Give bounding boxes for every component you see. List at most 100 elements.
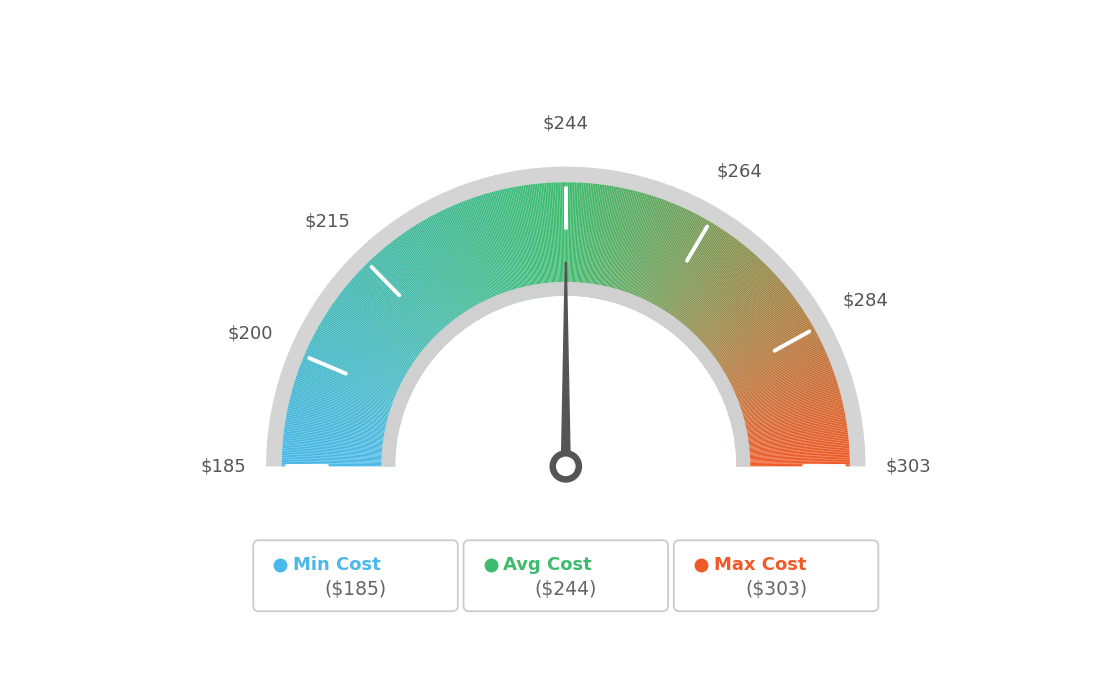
Wedge shape	[611, 192, 641, 302]
Wedge shape	[288, 403, 400, 429]
Wedge shape	[726, 372, 835, 411]
Wedge shape	[650, 219, 708, 319]
Wedge shape	[390, 242, 461, 333]
Text: Avg Cost: Avg Cost	[503, 556, 592, 574]
Wedge shape	[614, 193, 647, 303]
Wedge shape	[701, 294, 793, 364]
Wedge shape	[523, 185, 541, 298]
Wedge shape	[615, 195, 650, 304]
Wedge shape	[452, 206, 498, 310]
Text: $185: $185	[201, 457, 246, 475]
Wedge shape	[713, 325, 813, 382]
Wedge shape	[734, 418, 846, 439]
Wedge shape	[352, 277, 438, 353]
Wedge shape	[465, 200, 506, 307]
Wedge shape	[484, 194, 517, 304]
Wedge shape	[586, 184, 602, 297]
Wedge shape	[672, 244, 744, 334]
Wedge shape	[656, 226, 718, 322]
Wedge shape	[478, 195, 514, 304]
Wedge shape	[283, 446, 395, 455]
Wedge shape	[726, 370, 834, 410]
Wedge shape	[656, 224, 716, 322]
Wedge shape	[707, 305, 800, 371]
FancyBboxPatch shape	[253, 540, 458, 611]
Wedge shape	[371, 258, 450, 342]
Wedge shape	[654, 223, 713, 321]
Wedge shape	[680, 255, 757, 341]
Wedge shape	[294, 382, 403, 417]
Wedge shape	[605, 190, 633, 301]
Wedge shape	[445, 208, 495, 312]
Wedge shape	[309, 342, 413, 393]
Wedge shape	[603, 189, 629, 300]
Wedge shape	[671, 243, 743, 333]
Wedge shape	[518, 186, 538, 298]
Wedge shape	[710, 314, 807, 376]
Wedge shape	[650, 220, 709, 319]
Wedge shape	[546, 183, 555, 296]
Wedge shape	[318, 326, 417, 384]
Wedge shape	[736, 454, 850, 460]
Wedge shape	[582, 184, 594, 297]
Wedge shape	[644, 214, 698, 315]
Wedge shape	[473, 197, 511, 305]
Wedge shape	[736, 461, 850, 464]
Wedge shape	[307, 348, 411, 397]
Wedge shape	[725, 367, 832, 408]
Wedge shape	[471, 198, 510, 306]
Wedge shape	[598, 188, 623, 299]
Wedge shape	[705, 304, 799, 370]
Text: ($185): ($185)	[325, 580, 386, 599]
Wedge shape	[735, 438, 849, 451]
Wedge shape	[282, 457, 395, 462]
Wedge shape	[696, 281, 783, 356]
Wedge shape	[463, 201, 505, 308]
Wedge shape	[609, 192, 640, 302]
Wedge shape	[394, 239, 464, 331]
Wedge shape	[731, 395, 841, 425]
Wedge shape	[296, 375, 404, 413]
Wedge shape	[585, 184, 599, 297]
Wedge shape	[604, 190, 631, 300]
Wedge shape	[581, 184, 593, 297]
Wedge shape	[284, 434, 396, 448]
Wedge shape	[633, 205, 679, 310]
Wedge shape	[362, 267, 445, 347]
Wedge shape	[285, 424, 397, 442]
Wedge shape	[293, 386, 402, 419]
Wedge shape	[728, 379, 837, 415]
Wedge shape	[736, 455, 850, 461]
Wedge shape	[435, 213, 488, 315]
Wedge shape	[314, 334, 415, 388]
Wedge shape	[285, 420, 397, 440]
Wedge shape	[668, 239, 737, 331]
Wedge shape	[667, 237, 735, 330]
Wedge shape	[677, 251, 752, 338]
Wedge shape	[645, 215, 700, 316]
Wedge shape	[361, 268, 444, 348]
Wedge shape	[284, 429, 396, 445]
Wedge shape	[736, 452, 850, 459]
Wedge shape	[305, 353, 410, 400]
Wedge shape	[290, 395, 401, 425]
Wedge shape	[453, 205, 499, 310]
Wedge shape	[689, 269, 772, 349]
Wedge shape	[659, 228, 722, 324]
Wedge shape	[725, 368, 834, 408]
Wedge shape	[719, 341, 821, 392]
Wedge shape	[520, 186, 539, 298]
Wedge shape	[552, 183, 559, 296]
Wedge shape	[544, 183, 554, 297]
Wedge shape	[539, 184, 551, 297]
Wedge shape	[302, 357, 408, 402]
Wedge shape	[432, 215, 487, 316]
Wedge shape	[312, 336, 414, 389]
Wedge shape	[703, 299, 797, 367]
Wedge shape	[724, 364, 831, 406]
Wedge shape	[660, 230, 725, 326]
Wedge shape	[730, 386, 839, 419]
Wedge shape	[538, 184, 550, 297]
Wedge shape	[297, 373, 405, 412]
Wedge shape	[287, 411, 399, 435]
